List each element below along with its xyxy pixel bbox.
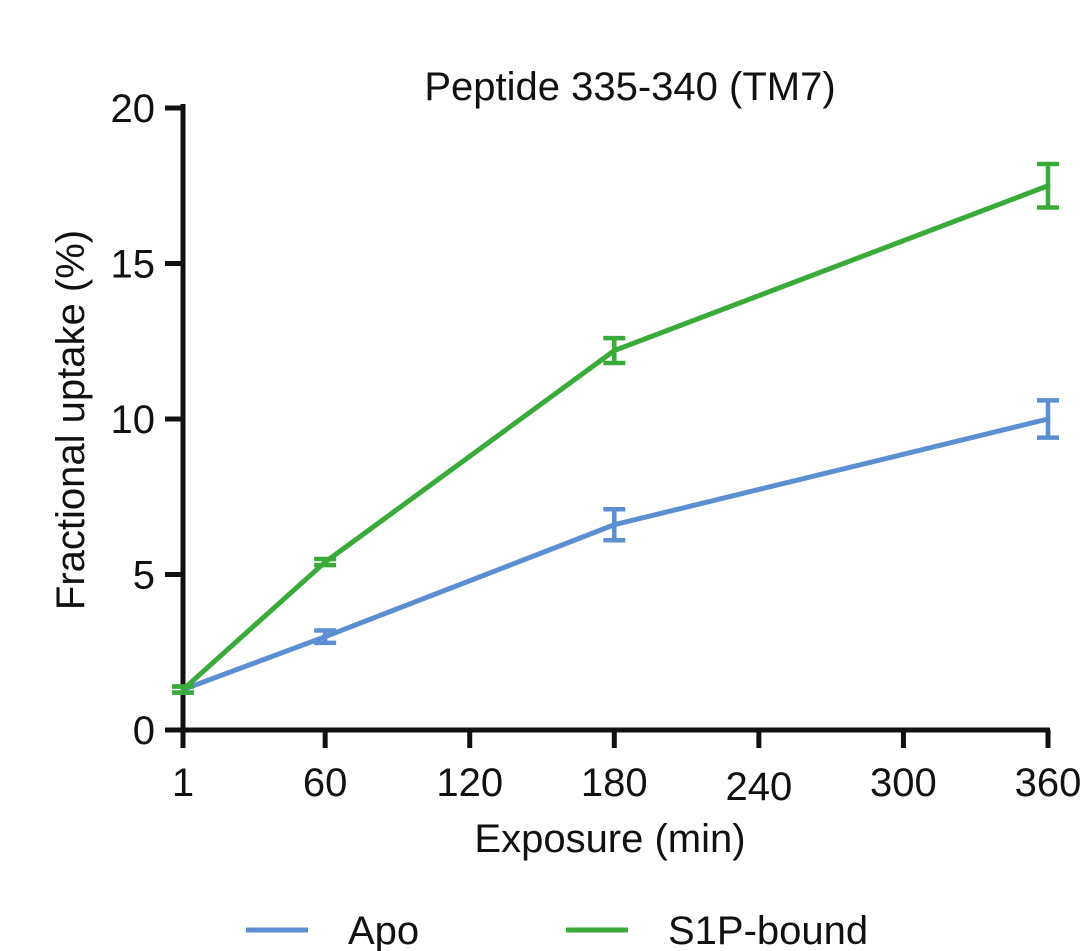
x-tick-label: 180	[581, 761, 648, 805]
data-point	[1045, 183, 1051, 189]
y-tick-label: 5	[133, 554, 155, 598]
y-tick-label: 0	[133, 709, 155, 753]
series-line	[182, 416, 1049, 692]
y-tick-label: 15	[111, 243, 156, 287]
error-bar	[1037, 398, 1059, 440]
y-tick-label: 20	[111, 87, 156, 131]
error-bar	[1037, 161, 1059, 210]
x-tick-label: 120	[436, 761, 503, 805]
data-point	[1045, 416, 1051, 422]
x-tick-label: 300	[870, 761, 937, 805]
chart-title: Peptide 335-340 (TM7)	[424, 65, 835, 109]
series-apo	[172, 398, 1059, 695]
legend-item: Apo	[246, 909, 419, 951]
x-tick-label: 240	[725, 765, 792, 809]
series-s1p-bound	[172, 161, 1059, 695]
y-axis-title: Fractional uptake (%)	[49, 230, 93, 610]
axes	[180, 104, 1050, 733]
data-point	[180, 687, 186, 693]
x-axis-title: Exposure (min)	[474, 817, 745, 861]
data-point	[322, 634, 328, 640]
legend-label: S1P-bound	[668, 909, 868, 951]
x-axis-ticks: 1 60 120 180 240 300 360	[172, 730, 1082, 809]
x-tick-label: 1	[172, 761, 194, 805]
y-axis-ticks: 0 5 10 15 20	[111, 87, 183, 753]
data-point	[611, 522, 617, 528]
legend: Apo S1P-bound	[246, 909, 868, 951]
data-point	[611, 348, 617, 354]
y-tick-label: 10	[111, 398, 156, 442]
error-bar	[314, 556, 337, 568]
legend-item: S1P-bound	[566, 909, 868, 951]
error-bar	[603, 506, 626, 543]
plot-area	[172, 161, 1059, 695]
x-tick-label: 360	[1015, 761, 1082, 805]
x-tick-label: 60	[303, 761, 348, 805]
error-bar	[314, 628, 337, 646]
legend-label: Apo	[348, 909, 419, 951]
series-line	[181, 183, 1049, 692]
error-bar	[172, 684, 194, 695]
data-point	[322, 559, 328, 565]
error-bar	[603, 335, 626, 366]
